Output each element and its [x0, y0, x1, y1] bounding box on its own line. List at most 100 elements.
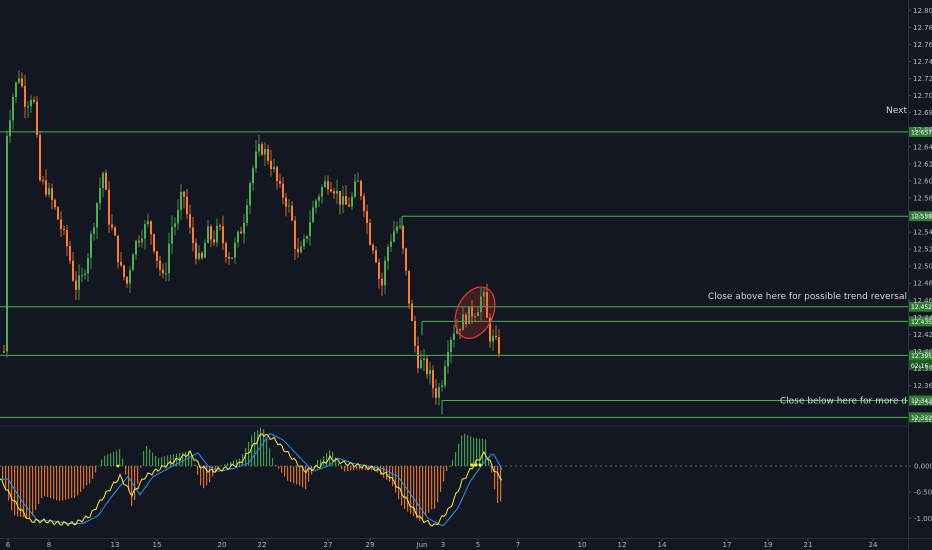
candle-body [480, 296, 482, 313]
candle-body [468, 306, 470, 325]
histogram-bar [218, 466, 220, 470]
histogram-bar [272, 458, 274, 466]
histogram-bar [242, 454, 244, 466]
level-price-label: 12.4525 [911, 304, 932, 311]
candle-body [144, 224, 146, 239]
histogram-bar [29, 466, 31, 519]
candle-body [24, 86, 26, 107]
candle-body [123, 265, 125, 277]
candle-body [444, 366, 446, 386]
candle-body [231, 257, 233, 259]
histogram-bar [176, 453, 178, 466]
candle-body [420, 359, 422, 369]
histogram-bar [98, 465, 100, 467]
candle-body [51, 188, 53, 201]
histogram-bar [293, 466, 295, 484]
candle-body [342, 196, 344, 205]
candle-body [375, 250, 377, 263]
level-price-tag [909, 350, 932, 361]
histogram-bar [122, 458, 124, 466]
signal-dot [478, 463, 482, 467]
histogram-bar [416, 466, 418, 519]
candle-body [69, 246, 71, 261]
histogram-bar [44, 466, 46, 497]
candle-body [399, 226, 401, 228]
countdown-tag [909, 360, 932, 371]
histogram-bar [410, 466, 412, 514]
histogram-bar [83, 466, 85, 489]
candle-body [234, 242, 236, 258]
candle-body [426, 358, 428, 375]
candle-body [222, 226, 224, 244]
candle-body [321, 186, 323, 197]
candle-body [417, 345, 419, 369]
candle-body [447, 352, 449, 367]
histogram-bar [41, 466, 43, 499]
histogram-bar [254, 432, 256, 466]
histogram-bar [251, 435, 253, 466]
histogram-bar [101, 459, 103, 466]
candle-body [348, 204, 350, 207]
candle-body [135, 240, 137, 255]
price-tick-label: 12.4000 [913, 348, 932, 356]
candle-body [459, 328, 461, 331]
candle-body [72, 260, 74, 281]
indicator-tick-label: 0.0000 [914, 463, 932, 471]
histogram-bar [308, 466, 310, 482]
histogram-bar [356, 466, 358, 470]
histogram-bar [452, 460, 454, 466]
price-axis[interactable]: 12.8000 12.7800 12.7600 12.7400 12.7200 12.70… [908, 7, 932, 424]
price-tick-label: 12.3800 [913, 365, 932, 373]
histogram-bar [62, 466, 64, 501]
histogram-bar [86, 466, 88, 486]
candle-body [429, 370, 431, 375]
candle-body [243, 222, 245, 234]
candle-body [297, 248, 299, 253]
candle-body [369, 223, 371, 245]
candle-body [189, 214, 191, 228]
price-tick-label: 12.4800 [913, 280, 932, 288]
time-axis[interactable]: 6 8 13 15 20 22 27 29 Jun 3 5 7 10 12 14 17 19 21 24 [6, 538, 878, 549]
histogram-bar [281, 466, 283, 473]
candle-body [324, 181, 326, 187]
candle-body [210, 226, 212, 240]
level-price-tag [909, 211, 932, 222]
candle-body [462, 314, 464, 331]
candle-body [387, 246, 389, 261]
candle-body [393, 231, 395, 242]
price-tick-label: 12.8000 [913, 7, 932, 15]
histogram-bar [371, 466, 373, 471]
histogram-bar [35, 466, 37, 510]
candle-body [120, 261, 122, 266]
candle-body [381, 278, 383, 286]
candle-body [195, 242, 197, 259]
price-tick-label: 12.3600 [913, 382, 932, 390]
candle-body [12, 96, 14, 121]
candle-body [99, 187, 101, 204]
histogram-bar [488, 456, 490, 466]
histogram-bar [419, 466, 421, 521]
candle-body [18, 78, 20, 83]
level-price-tag [909, 412, 932, 423]
histogram-bar [170, 454, 172, 466]
histogram-bar [368, 466, 370, 471]
candle-body [345, 196, 347, 205]
time-tick-label: 8 [47, 541, 51, 549]
time-tick-label: 12 [618, 541, 627, 549]
candle-body [330, 189, 332, 192]
histogram-bar [14, 466, 16, 516]
candle-body [435, 388, 437, 398]
histogram-bar [137, 466, 139, 484]
candle-body [339, 191, 341, 205]
time-tick-label: 17 [723, 541, 732, 549]
histogram-bar [431, 466, 433, 510]
candle-body [402, 226, 404, 249]
candle-body [258, 144, 260, 152]
histogram-bar [413, 466, 415, 517]
histogram-bar [182, 452, 184, 466]
candle-body [396, 226, 398, 232]
candle-body [282, 183, 284, 198]
time-tick-label: Jun [416, 541, 428, 549]
